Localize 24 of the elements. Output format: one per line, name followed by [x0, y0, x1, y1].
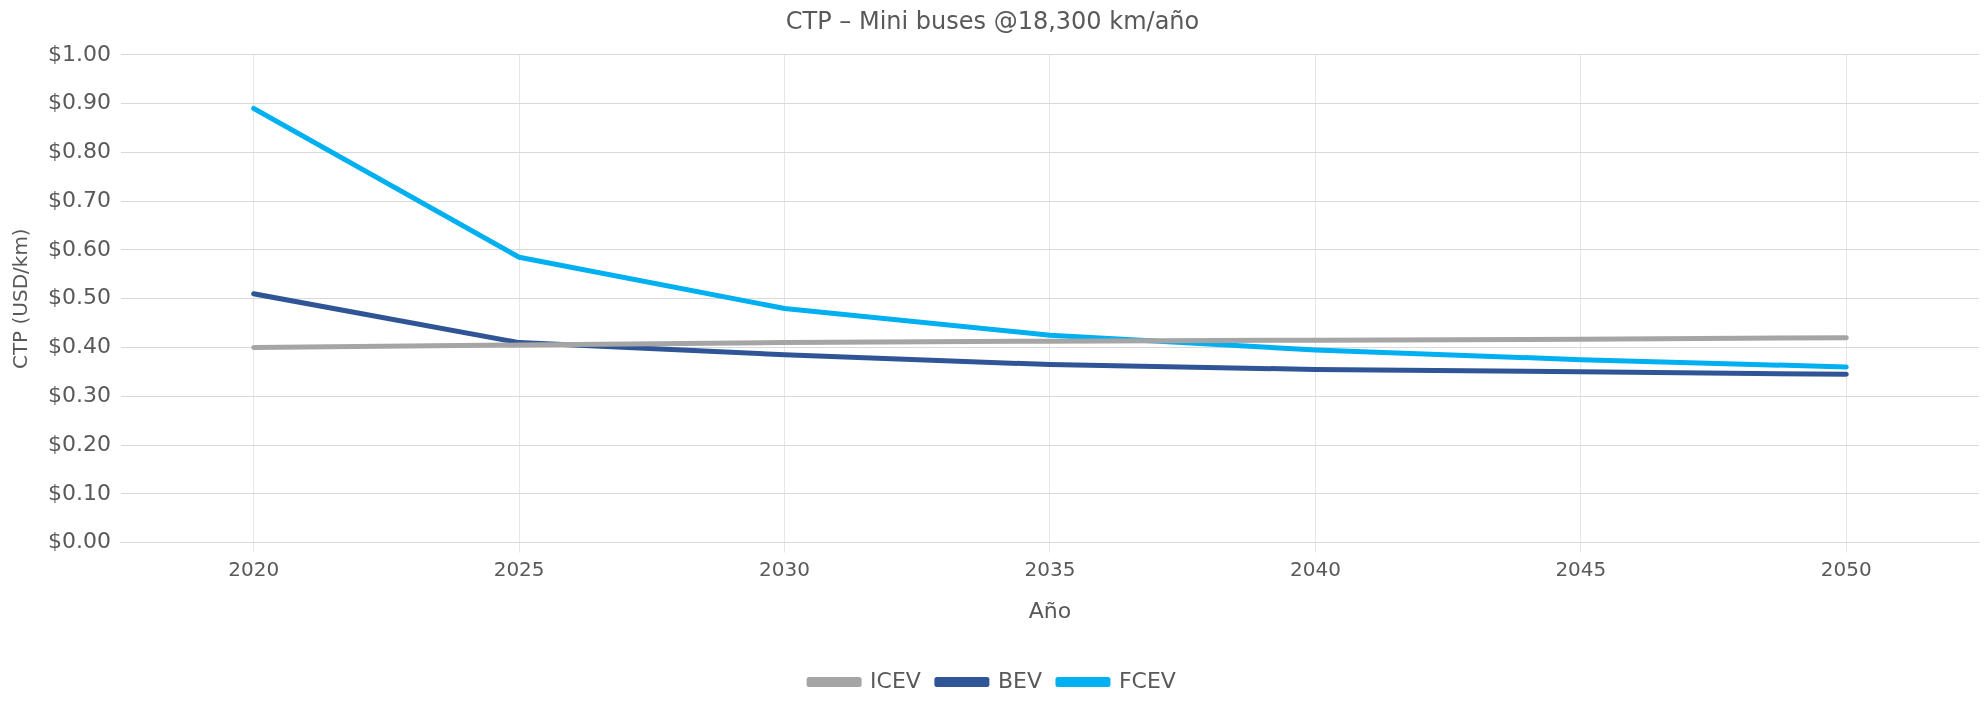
- x-tick-label: 2045: [1555, 556, 1607, 581]
- legend-label: BEV: [997, 667, 1042, 693]
- y-tick-label: $0.40: [48, 333, 111, 359]
- y-tick-label: $0.00: [48, 528, 111, 554]
- y-tick-label: $0.70: [48, 186, 111, 212]
- y-tick-label: $0.50: [48, 284, 111, 310]
- y-tick-label: $0.60: [48, 235, 111, 261]
- x-tick-label: 2040: [1289, 556, 1341, 581]
- x-tick-label: 2030: [759, 556, 811, 581]
- y-tick-label: $0.80: [48, 138, 111, 164]
- y-tick-label: $0.10: [48, 479, 111, 505]
- legend-label: FCEV: [1118, 667, 1176, 693]
- chart-title: CTP – Mini buses @18,300 km/año: [785, 6, 1200, 35]
- y-tick-label: $0.90: [48, 89, 111, 115]
- x-axis-title: Año: [1028, 597, 1072, 623]
- x-tick-label: 2025: [493, 556, 545, 581]
- y-axis-title: CTP (USD/km): [8, 228, 33, 370]
- legend-label: ICEV: [870, 667, 921, 693]
- x-tick-label: 2020: [228, 556, 280, 581]
- y-tick-label: $1.00: [48, 40, 111, 66]
- x-tick-label: 2050: [1820, 556, 1872, 581]
- y-tick-label: $0.20: [48, 430, 111, 456]
- x-tick-label: 2035: [1024, 556, 1076, 581]
- y-tick-label: $0.30: [48, 381, 111, 407]
